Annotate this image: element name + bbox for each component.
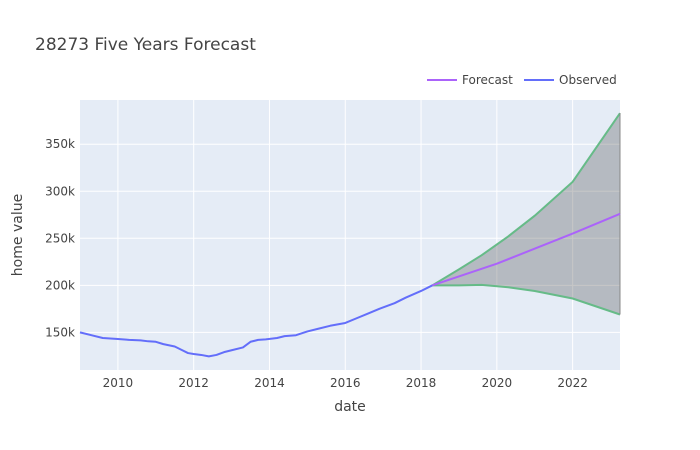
observed-series-line <box>79 284 433 358</box>
y-tick-labels: 150k 200k 250k 300k 350k <box>45 137 75 339</box>
series-lines <box>79 212 621 358</box>
x-tick-label: 2018 <box>406 376 437 390</box>
x-tick-labels: 2010 2012 2014 2016 2018 2020 2022 <box>103 376 588 390</box>
lower-bound-line <box>432 283 621 316</box>
plot-area <box>80 100 620 370</box>
y-tick-label: 250k <box>45 231 75 245</box>
legend-item-forecast[interactable]: Forecast <box>427 73 513 87</box>
legend-item-observed[interactable]: Observed <box>524 73 617 87</box>
upper-bound-line <box>431 112 621 287</box>
x-tick-label: 2022 <box>557 376 588 390</box>
y-axis-title: home value <box>10 194 26 276</box>
x-tick-label: 2020 <box>482 376 513 390</box>
x-tick-label: 2016 <box>330 376 361 390</box>
y-tick-label: 350k <box>45 137 75 151</box>
legend[interactable]: Forecast Observed <box>427 73 617 87</box>
plot-background <box>80 100 620 370</box>
confidence-band-fill <box>432 113 620 315</box>
grid-lines <box>80 100 620 370</box>
x-axis-title: date <box>334 399 366 415</box>
forecast-series-line <box>432 212 621 287</box>
y-tick-label: 200k <box>45 278 75 292</box>
y-tick-label: 150k <box>45 325 75 339</box>
legend-label: Forecast <box>462 73 513 87</box>
chart-title: 28273 Five Years Forecast <box>35 35 256 55</box>
x-tick-label: 2014 <box>254 376 285 390</box>
legend-label: Observed <box>559 73 617 87</box>
x-tick-label: 2010 <box>103 376 134 390</box>
x-tick-label: 2012 <box>178 376 209 390</box>
y-tick-label: 300k <box>45 184 75 198</box>
